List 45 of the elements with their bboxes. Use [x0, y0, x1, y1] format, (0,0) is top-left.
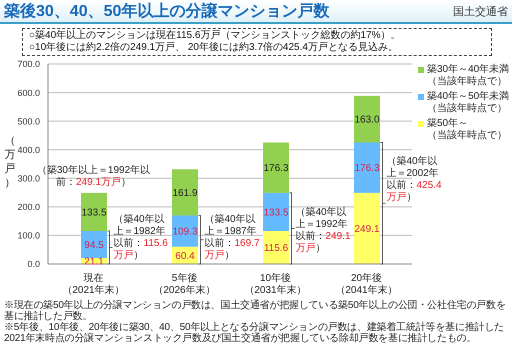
chart-title: 築後30、40、50年以上の分譲マンション戸数	[4, 1, 330, 22]
legend-label: 築50年～（当該年時点で）	[427, 118, 507, 142]
y-tick-label: 500.0	[17, 116, 40, 126]
bar	[354, 142, 380, 193]
data-label: 21.1	[84, 256, 104, 268]
annotation: （築40年以上＝1992年以前：249.1万戸）	[296, 206, 352, 255]
data-label: 60.4	[175, 250, 196, 262]
bar	[354, 192, 380, 264]
data-label: 249.1	[354, 224, 380, 235]
data-label: 115.6	[264, 243, 289, 254]
data-label: 163.0	[354, 114, 380, 126]
annotation: （築40年以上＝1987年以前：169.7万戸）	[204, 214, 261, 262]
data-label: 176.3	[354, 163, 380, 174]
annotation: （築40年以上＝2002年以前：425.4万戸）	[386, 156, 443, 204]
x-tick-label: 10年後（2031年末）	[244, 272, 307, 296]
y-tick-label: 600.0	[17, 88, 40, 98]
text: 国土交通省	[453, 4, 508, 18]
y-tick-label: 300.0	[17, 173, 40, 184]
y-tick-label: 100.0	[17, 230, 40, 241]
bar	[263, 192, 289, 231]
data-label: 109.3	[172, 226, 198, 238]
chart-subtitle: ○築40年以上のマンションは現在115.6万戸（マンションストック総数の約17%）。 ○10年後には約2.2倍の249.1万戸、 20年後には約3.7倍の425.4万戸となる見込み。	[29, 30, 402, 54]
y-axis-title: （万戸）	[4, 135, 16, 189]
y-tick-label: 400.0	[17, 144, 40, 155]
data-label: 161.9	[172, 188, 198, 199]
legend-label: 築30年～40年未満（当該年時点で）	[427, 64, 510, 88]
data-label: 94.5	[84, 240, 104, 252]
text: ※5年後、10年後、20年後に築30、40、50年以上となる分譲マンションの戸数は、建築着工統計等を基に推計した2021年末時点の分譲マンションストック戸数及び国土交通省が把握している除却戸数を基に推計したもの。	[4, 322, 505, 344]
y-tick-label: 200.0	[17, 202, 40, 212]
legend-label: 築40年～50年未満（当該年時点で）	[427, 91, 510, 115]
data-label: 176.3	[263, 163, 289, 174]
text: ※現在の築50年以上の分譲マンションの戸数は、国土交通省が把握している築50年以上の公団・公社住宅の戸数を基に推計した戸数。	[4, 300, 507, 322]
annotation: （築40年以上＝1982年以前：115.6万戸）	[114, 214, 169, 262]
data-label: 133.5	[81, 207, 107, 218]
y-tick-label: 700.0	[17, 59, 40, 70]
data-label: 133.5	[263, 207, 289, 218]
x-tick-label: 20年後（2041年末）	[335, 272, 398, 296]
x-tick-label: 現在（2021年末）	[62, 272, 125, 296]
bar	[263, 142, 289, 193]
bar	[354, 96, 380, 142]
bar	[172, 169, 198, 216]
x-tick-label: 5年後（2026年末）	[153, 272, 216, 296]
bar	[81, 230, 107, 258]
y-tick-label: 0.0	[27, 259, 40, 270]
bar	[81, 192, 107, 231]
